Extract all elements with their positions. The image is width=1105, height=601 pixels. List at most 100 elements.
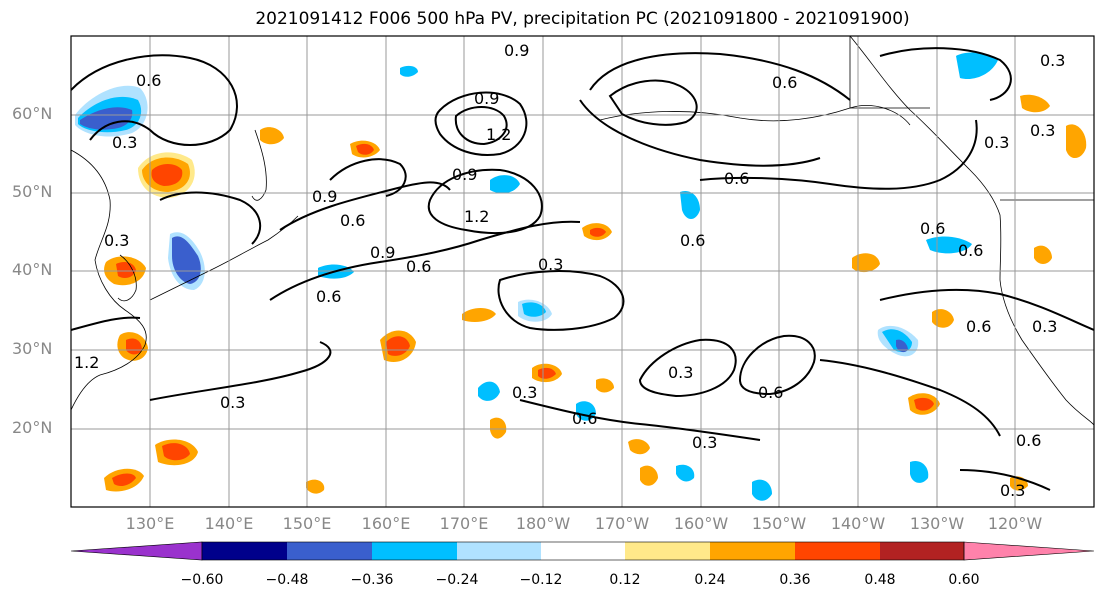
precip-blob-positive [350,140,380,158]
contour-label: 0.3 [668,363,693,382]
lon-label: 180°W [515,514,571,533]
precip-blob-positive [380,330,416,362]
precip-blob-positive [1020,94,1050,113]
colorbar-segment-10 [963,541,1095,561]
lat-label: 20°N [12,418,53,437]
colorbar-segment-6 [625,542,710,560]
pv-contour [699,119,978,190]
lat-label: 50°N [12,182,53,201]
north-america-coastline [849,36,1094,426]
pv-contour [819,359,1001,437]
precip-blob-positive [908,393,940,415]
precip-blob-positive [138,152,195,198]
precip-blob-positive [260,127,284,145]
contour-label: 0.3 [1032,317,1057,336]
precip-blob-positive [932,309,954,328]
lon-label: 150°W [751,514,807,533]
colorbar-segment-3 [372,542,457,560]
lat-label: 60°N [12,104,53,123]
pv-contour [329,158,407,197]
contour-label: 0.6 [406,257,431,276]
colorbar-tick-label: −0.60 [180,572,224,588]
colorbar-tick-label: −0.12 [519,572,563,588]
colorbar-tick-label: 0.24 [694,572,726,588]
contour-label: 0.9 [452,165,477,184]
precip-blob-negative [676,464,695,482]
colorbar-segment-4 [457,542,541,560]
pv-contour [149,341,332,401]
contour-label: 0.9 [370,243,395,262]
precip-blob-negative [400,65,418,77]
kamchatka-coastline [251,129,267,201]
contour-label: 1.2 [486,125,511,144]
pv-contour [959,469,1051,491]
contour-label: 0.6 [724,169,749,188]
contour-label: 0.6 [340,211,365,230]
contour-label: 0.6 [316,287,341,306]
lon-label: 140°W [830,514,886,533]
pv-contour [879,47,1012,101]
precip-shading-layer [75,52,1087,501]
contour-label: 0.6 [758,383,783,402]
precip-blob-positive [155,439,198,466]
precip-blob-negative [518,299,552,322]
pv-contour [519,399,761,441]
contour-label: 0.3 [538,255,563,274]
lon-label: 130°W [909,514,965,533]
colorbar-segment-8 [795,542,880,560]
contour-label: 0.6 [1016,431,1041,450]
colorbar-tick-label: −0.24 [435,572,479,588]
graticule [71,36,1094,507]
pv-contour [579,99,821,167]
contour-label: 1.2 [464,207,489,226]
lon-label: 170°W [594,514,650,533]
contour-label: 0.6 [136,71,161,90]
colorbar-segment-2 [287,542,372,560]
canada-border [849,36,930,109]
pv-contour [71,54,238,146]
colorbar-segment-0 [70,541,203,561]
precip-blob-positive [852,253,880,273]
pv-contour [279,181,451,231]
pv-contour [159,191,261,245]
precip-blob-positive [596,378,614,393]
lat-label: 30°N [12,339,53,358]
colorbar-tick-label: −0.48 [265,572,309,588]
precip-blob-positive [628,439,650,455]
precip-blob-positive [582,223,612,241]
precip-blob-positive [462,308,496,322]
pv-contour [638,338,737,398]
colorbar-segment-7 [710,542,795,560]
contour-label: 0.3 [112,133,137,152]
colorbar-segment-5 [541,542,625,560]
precip-blob-negative [752,479,772,501]
precip-blob-negative [680,190,700,219]
contour-label: 0.6 [680,231,705,250]
contour-label: 0.6 [572,409,597,428]
precip-blob-negative [877,325,919,357]
precip-blob-positive [640,465,658,486]
contour-label: 1.2 [74,353,99,372]
precip-blob-positive [1066,124,1087,159]
precip-blob-negative [490,175,520,194]
colorbar-tick-label: 0.48 [864,572,896,588]
pv-contour-layer [71,47,1094,491]
contour-label-layer: 0.9 0.9 0.9 1.2 1.2 1.2 0.9 0.6 0.6 0.6 … [74,41,1065,500]
colorbar [70,541,1095,561]
alaska-coastline [599,105,911,126]
precip-blob-negative [75,85,148,137]
pv-contour [434,91,528,156]
lat-label: 40°N [12,260,53,279]
contour-label: 0.3 [1000,481,1025,500]
contour-label: 0.6 [920,219,945,238]
lon-label: 160°W [673,514,729,533]
contour-label: 0.3 [1030,121,1055,140]
colorbar-tick-label: 0.12 [609,572,641,588]
colorbar-tick-label: 0.60 [948,572,980,588]
precip-blob-positive [1034,245,1052,264]
asia-coastline [71,149,147,411]
precip-blob-negative [910,460,929,483]
pv-contour [427,168,543,235]
pv-contour [589,52,851,101]
